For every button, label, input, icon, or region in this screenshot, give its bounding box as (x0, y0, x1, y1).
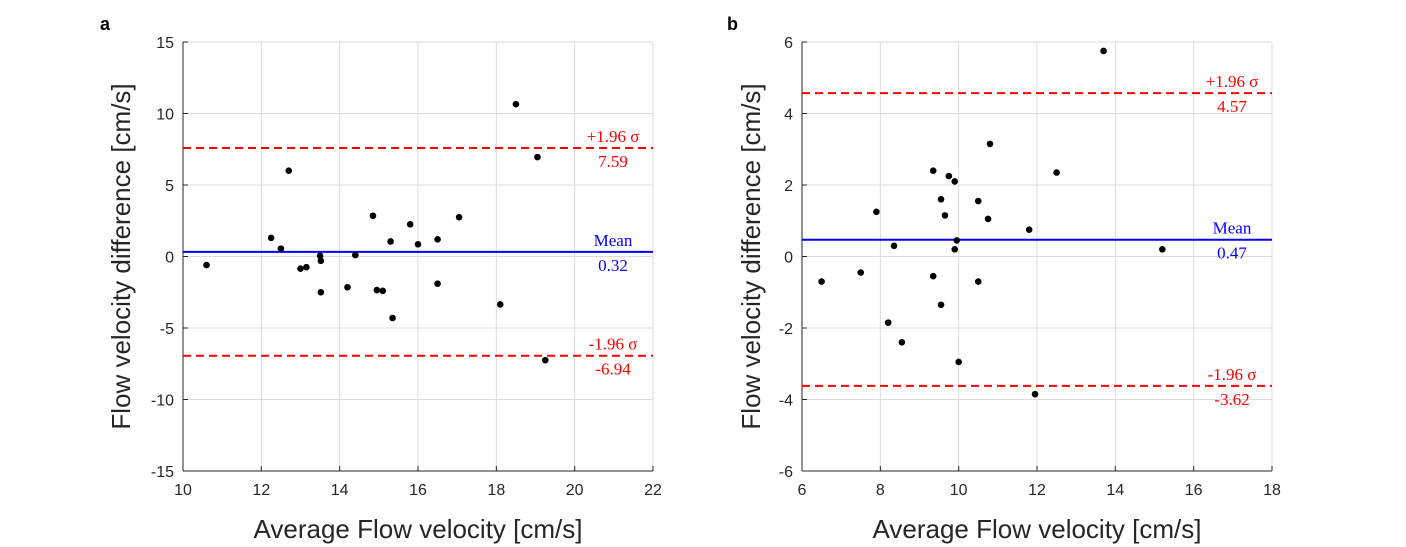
data-point (818, 278, 825, 285)
data-point (434, 280, 441, 287)
y-tick-label: -5 (160, 321, 174, 338)
y-tick-label: -6 (779, 464, 793, 481)
data-point (352, 251, 359, 259)
data-point (884, 319, 892, 326)
y-tick-label: -10 (151, 393, 174, 410)
data-point (937, 196, 945, 203)
data-point (974, 278, 982, 285)
x-tick-label: 12 (1028, 482, 1046, 499)
x-tick-label: 6 (798, 482, 807, 499)
data-point (857, 269, 865, 276)
x-tick-label: 14 (331, 482, 349, 499)
data-point (534, 153, 541, 161)
x-tick-label: 8 (876, 482, 885, 499)
data-point (953, 237, 961, 244)
data-point (1025, 226, 1033, 233)
lower-limit-value-label: -6.94 (595, 360, 631, 379)
data-point (1031, 390, 1039, 398)
data-point (929, 167, 937, 174)
mean-label: Mean (1213, 219, 1252, 238)
data-point (455, 213, 463, 221)
x-tick-label: 18 (487, 482, 505, 499)
upper-limit-label: +1.96 σ (1206, 72, 1259, 91)
data-point (317, 257, 325, 265)
y-tick-label: 2 (784, 178, 793, 195)
data-point (379, 287, 387, 295)
y-tick-label: -4 (779, 393, 793, 410)
x-tick-label: 14 (1106, 482, 1124, 499)
data-point (898, 339, 906, 346)
data-point (373, 286, 381, 294)
data-point (434, 236, 441, 243)
data-point (986, 140, 994, 148)
y-tick-label: 6 (784, 35, 793, 52)
x-axis-title: Average Flow velocity [cm/s] (254, 514, 583, 544)
data-point (387, 238, 394, 245)
lower-limit-label: -1.96 σ (1208, 365, 1257, 384)
data-point (1159, 246, 1166, 253)
data-point (285, 167, 293, 174)
data-point (941, 212, 949, 219)
y-axis-title: Flow velocity difference [cm/s] (736, 83, 766, 429)
data-point (1053, 169, 1060, 176)
y-tick-label: 0 (784, 250, 793, 267)
x-tick-label: 10 (950, 482, 968, 499)
data-point (1100, 47, 1107, 55)
data-point (389, 314, 396, 322)
data-point (937, 301, 945, 309)
data-point (873, 208, 880, 216)
panel-letter: a (100, 14, 111, 34)
data-point (369, 212, 377, 220)
y-tick-label: 4 (784, 107, 793, 124)
data-point (955, 358, 962, 366)
data-point (277, 245, 285, 252)
data-point (951, 178, 959, 185)
data-point (267, 234, 275, 242)
data-point (951, 246, 959, 253)
data-point (344, 283, 351, 291)
data-point (541, 356, 549, 364)
mean-value-label: 0.32 (598, 256, 628, 275)
data-point (496, 301, 504, 308)
data-point (512, 100, 520, 108)
lower-limit-label: -1.96 σ (589, 335, 638, 354)
y-tick-label: 15 (156, 35, 174, 52)
x-tick-label: 22 (644, 482, 662, 499)
y-tick-label: 10 (156, 107, 174, 124)
data-point (984, 215, 992, 223)
data-point (303, 263, 310, 271)
y-tick-label: 0 (165, 250, 174, 267)
y-tick-label: -15 (151, 464, 174, 481)
x-tick-label: 20 (566, 482, 584, 499)
mean-label: Mean (594, 231, 633, 250)
data-point (414, 241, 422, 248)
x-tick-label: 16 (409, 482, 427, 499)
lower-limit-value-label: -3.62 (1214, 390, 1249, 409)
x-tick-label: 12 (252, 482, 270, 499)
upper-limit-value-label: 7.59 (598, 152, 628, 171)
upper-limit-value-label: 4.57 (1217, 97, 1247, 116)
panel-b: 6 8 10 12 14 16 18 -6 -4 -2 0 2 4 6 +1.96 σ 4.57 Mean 0.4… (727, 14, 1281, 544)
x-tick-label: 16 (1185, 482, 1203, 499)
data-point (974, 197, 982, 205)
y-axis-title: Flow velocity difference [cm/s] (106, 83, 136, 429)
data-point (203, 261, 210, 269)
upper-limit-label: +1.96 σ (587, 127, 640, 146)
y-tick-label: 5 (165, 178, 174, 195)
x-axis-title: Average Flow velocity [cm/s] (873, 514, 1202, 544)
data-point (929, 272, 937, 280)
data-point (297, 265, 304, 272)
data-point (945, 172, 953, 180)
y-tick-label: -2 (779, 321, 793, 338)
data-point (316, 252, 324, 260)
x-tick-label: 18 (1263, 482, 1281, 499)
panel-letter: b (727, 14, 738, 34)
mean-value-label: 0.47 (1217, 244, 1247, 263)
data-point (890, 242, 898, 250)
data-point (317, 288, 325, 296)
panel-a: 10 12 14 16 18 20 22 -15 -10 -5 0 5 10 15 +1.96 σ 7.59 M… (100, 14, 662, 544)
x-tick-label: 10 (174, 482, 192, 499)
data-point (406, 221, 414, 228)
